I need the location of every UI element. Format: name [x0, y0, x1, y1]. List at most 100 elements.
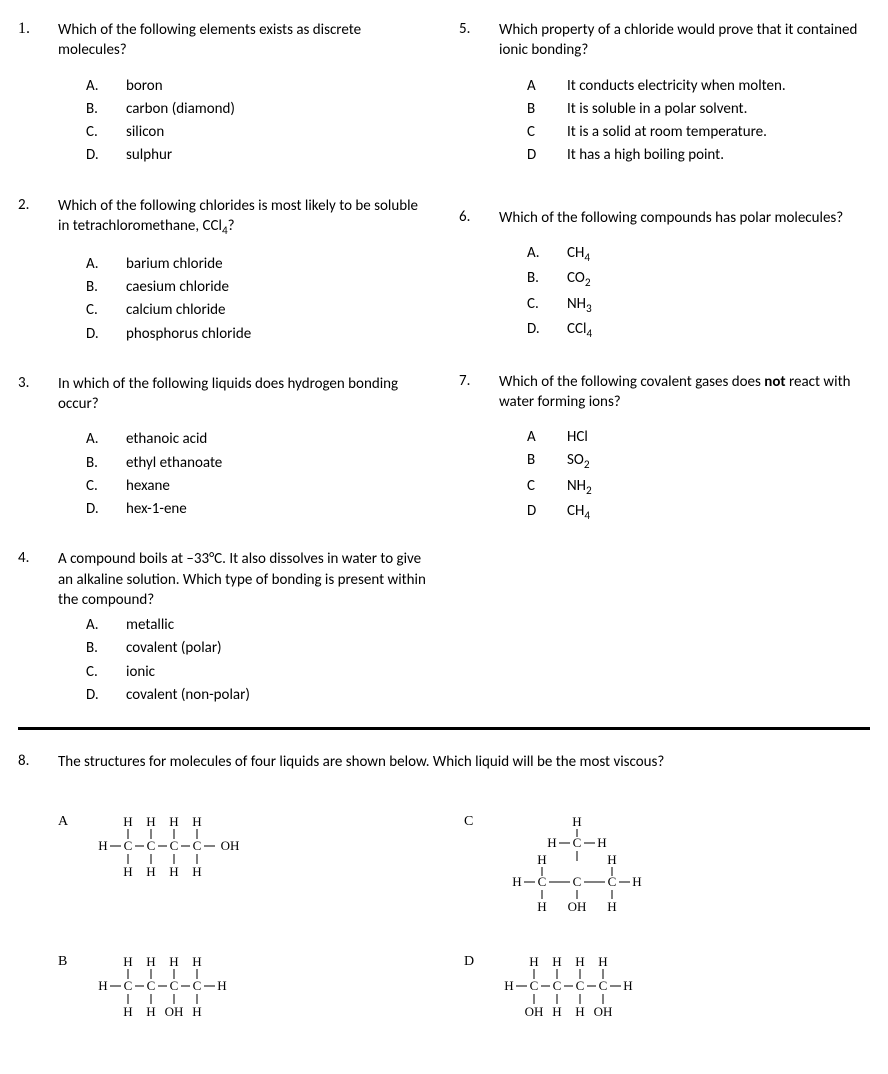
option: D.phosphorus chloride [86, 323, 429, 346]
options-list: A.ethanoic acid B.ethyl ethanoate C.hexa… [86, 428, 429, 521]
question-text: Which of the following chlorides is most… [58, 196, 429, 239]
svg-text:H: H [123, 814, 132, 829]
option: C.NH3 [527, 293, 870, 318]
option: A.metallic [86, 614, 429, 637]
question-number: 5. [459, 20, 499, 168]
svg-text:H: H [169, 814, 178, 829]
svg-text:H: H [537, 852, 546, 867]
right-column: 5. Which property of a chloride would pr… [459, 20, 870, 717]
option: B.covalent (polar) [86, 637, 429, 660]
svg-text:C: C [576, 978, 585, 993]
structure-b: B HHHH H C C C C H HHOHH [58, 954, 464, 1029]
svg-text:H: H [512, 874, 521, 889]
svg-text:H: H [192, 1004, 201, 1019]
options-list: A.CH4 B.CO2 C.NH3 D.CCl4 [527, 242, 870, 344]
svg-text:H: H [146, 814, 155, 829]
option: A.CH4 [527, 242, 870, 267]
svg-text:C: C [170, 978, 179, 993]
option: D.sulphur [86, 144, 429, 167]
question-number: 7. [459, 372, 499, 526]
svg-text:H: H [529, 954, 538, 969]
svg-text:OH: OH [525, 1004, 544, 1019]
option: B.caesium chloride [86, 276, 429, 299]
svg-text:H: H [623, 978, 632, 993]
svg-text:C: C [599, 978, 608, 993]
divider [18, 727, 870, 730]
option: BIt is soluble in a polar solvent. [527, 98, 870, 121]
option: CIt is a solid at room temperature. [527, 121, 870, 144]
question-text: Which of the following compounds has pol… [499, 208, 870, 228]
question-number: 4. [18, 549, 58, 707]
question-number: 2. [18, 196, 58, 346]
svg-text:H: H [98, 978, 107, 993]
svg-text:H: H [552, 1004, 561, 1019]
svg-text:C: C [530, 978, 539, 993]
svg-text:H: H [123, 954, 132, 969]
svg-text:H: H [575, 954, 584, 969]
svg-text:H: H [598, 954, 607, 969]
option: B.ethyl ethanoate [86, 452, 429, 475]
question-text: A compound boils at –33°C. It also disso… [58, 549, 429, 610]
question-6: 6. Which of the following compounds has … [459, 208, 870, 344]
svg-text:OH: OH [594, 1004, 613, 1019]
question-text: The structures for molecules of four liq… [58, 752, 870, 772]
option: A.boron [86, 75, 429, 98]
option: AIt conducts electricity when molten. [527, 75, 870, 98]
question-8: 8. The structures for molecules of four … [18, 752, 870, 786]
svg-text:H: H [607, 899, 616, 914]
svg-text:OH: OH [568, 899, 587, 914]
svg-text:H: H [547, 835, 556, 850]
structure-diagrams: A HHHH H C C C C OH HHHH C [58, 814, 870, 1054]
svg-text:H: H [192, 954, 201, 969]
svg-text:C: C [124, 978, 133, 993]
question-text: Which of the following covalent gases do… [499, 372, 870, 413]
svg-text:C: C [538, 874, 547, 889]
option: B.carbon (diamond) [86, 98, 429, 121]
svg-text:H: H [146, 1004, 155, 1019]
svg-text:H: H [169, 954, 178, 969]
question-2: 2. Which of the following chlorides is m… [18, 196, 429, 346]
option: DIt has a high boiling point. [527, 144, 870, 167]
svg-text:C: C [553, 978, 562, 993]
question-number: 3. [18, 374, 58, 522]
svg-text:H: H [572, 814, 581, 829]
option: C.hexane [86, 475, 429, 498]
question-text: Which property of a chloride would prove… [499, 20, 870, 61]
svg-text:H: H [632, 874, 641, 889]
svg-text:H: H [607, 852, 616, 867]
molecule-d-icon: HHHH H C C C C H OHHHOH [494, 954, 684, 1024]
options-list: A.metallic B.covalent (polar) C.ionic D.… [86, 614, 429, 707]
svg-text:C: C [147, 838, 156, 853]
svg-text:H: H [575, 1004, 584, 1019]
svg-text:H: H [123, 864, 132, 879]
option: DCH4 [527, 500, 870, 525]
option: B.CO2 [527, 267, 870, 292]
svg-text:H: H [192, 814, 201, 829]
question-5: 5. Which property of a chloride would pr… [459, 20, 870, 168]
two-column-layout: 1. Which of the following elements exist… [18, 20, 870, 717]
svg-text:H: H [217, 978, 226, 993]
options-list: A.boron B.carbon (diamond) C.silicon D.s… [86, 75, 429, 168]
structure-c: C H H C H HH H C C C H HO [464, 814, 870, 929]
svg-text:H: H [537, 899, 546, 914]
question-number: 6. [459, 208, 499, 344]
molecule-a-icon: HHHH H C C C C OH HHHH [88, 814, 278, 884]
question-4: 4. A compound boils at –33°C. It also di… [18, 549, 429, 707]
options-list: AIt conducts electricity when molten. BI… [527, 75, 870, 168]
structure-d: D HHHH H C C C C H OHHHOH [464, 954, 870, 1029]
svg-text:OH: OH [221, 838, 240, 853]
svg-text:H: H [552, 954, 561, 969]
svg-text:C: C [147, 978, 156, 993]
options-list: A.barium chloride B.caesium chloride C.c… [86, 253, 429, 346]
question-1: 1. Which of the following elements exist… [18, 20, 429, 168]
question-7: 7. Which of the following covalent gases… [459, 372, 870, 526]
option: D.covalent (non-polar) [86, 684, 429, 707]
option: C.calcium chloride [86, 299, 429, 322]
question-3: 3. In which of the following liquids doe… [18, 374, 429, 522]
svg-text:C: C [608, 874, 617, 889]
svg-text:H: H [146, 954, 155, 969]
left-column: 1. Which of the following elements exist… [18, 20, 429, 717]
option: CNH2 [527, 475, 870, 500]
svg-text:H: H [98, 838, 107, 853]
option: AHCl [527, 426, 870, 449]
